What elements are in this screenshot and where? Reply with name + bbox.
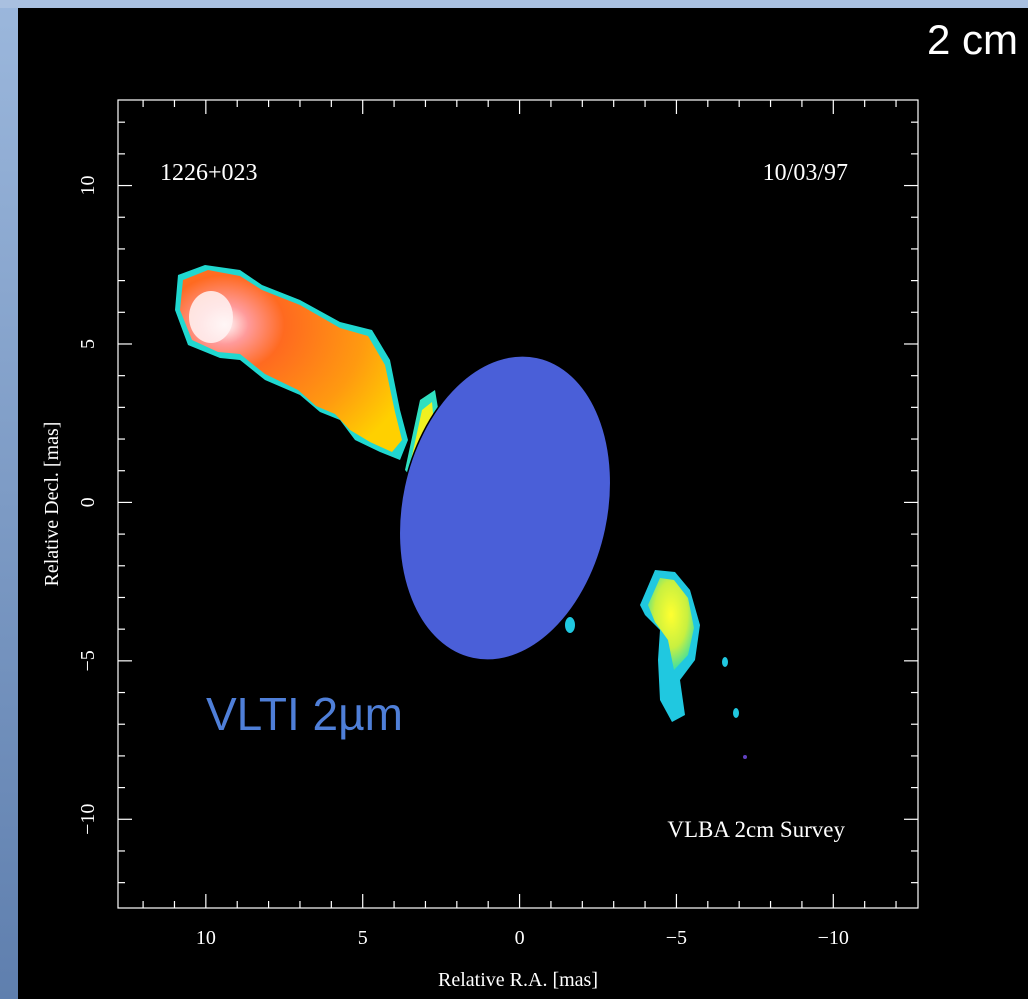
slide-label: 2 cm: [927, 16, 1018, 63]
x-tick-label: −10: [818, 927, 849, 949]
y-tick-label: −5: [77, 650, 99, 671]
y-tick-label: 10: [77, 176, 99, 196]
plot-frame: [117, 99, 919, 909]
y-tick-label: 5: [77, 339, 99, 349]
x-tick-label: 5: [358, 927, 368, 949]
radio-emission: [175, 265, 747, 759]
x-tick-label: −5: [666, 927, 687, 949]
y-tick-label: 0: [77, 497, 99, 507]
vlti-beam: [398, 355, 612, 661]
x-tick-label: 0: [515, 927, 525, 949]
y-tick-label: −10: [77, 804, 99, 835]
x-axis-label: Relative R.A. [mas]: [438, 969, 598, 991]
x-tick-label: 10: [196, 927, 216, 949]
overlay-label: VLTI 2µm: [206, 688, 403, 740]
source-name: 1226+023: [160, 160, 258, 186]
y-axis-label: Relative Decl. [mas]: [41, 422, 63, 587]
survey-label: VLBA 2cm Survey: [667, 817, 845, 842]
date: 10/03/97: [763, 160, 848, 186]
side-strip: [0, 0, 18, 999]
top-strip: [0, 0, 1028, 8]
